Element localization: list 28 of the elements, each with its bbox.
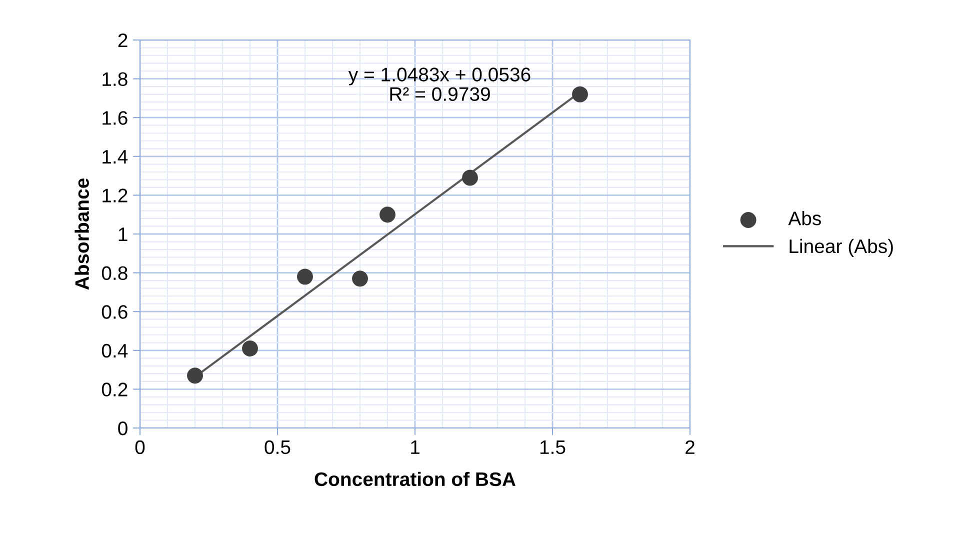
x-tick-label: 0.5 [264,440,290,454]
x-tick-label: 0 [135,440,145,454]
x-tick-label: 2 [686,440,694,454]
point [572,86,588,102]
y-tick-label: 0.2 [102,382,128,396]
point [380,206,396,223]
y-axis-title: Absorbance [74,178,89,290]
x-axis-title: Concentration of BSA [314,472,516,486]
x-tick-label: 1.5 [540,440,566,454]
y-tick-label: 0.4 [102,344,128,358]
point [187,368,203,384]
point [297,268,313,285]
y-tick-label: 0 [118,421,128,436]
y-tick-label: 0.6 [102,305,128,319]
legend-label: Abs [788,211,821,226]
y-tick-label: 1.4 [102,150,128,164]
y-tick-label: 1.6 [102,111,128,125]
legend-label: Linear (Abs) [790,238,893,257]
annotation: y = 1.0483x + 0.0536 R² = 0.9739 [348,68,530,101]
y-tick-label: 1.2 [102,188,128,202]
y-tick-label: 0.8 [102,266,128,280]
y-tick-label: 1 [118,228,128,242]
point [352,270,368,287]
y-tick-label: 1.8 [102,72,128,86]
point [242,340,258,356]
x-tick-label: 1 [411,440,420,454]
point [462,170,478,186]
y-tick-label: 2 [118,33,128,48]
